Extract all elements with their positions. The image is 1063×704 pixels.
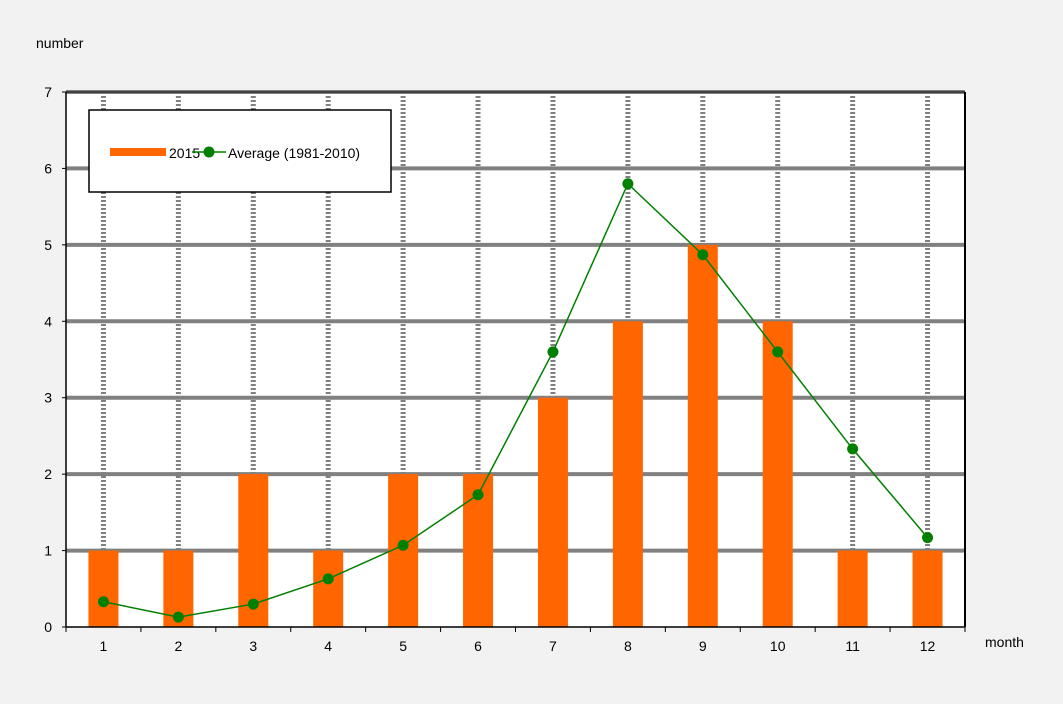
y-tick-label: 4 [44,313,52,329]
x-tick-label: 6 [474,638,482,654]
average-point [697,249,709,261]
bar-2015 [912,550,943,627]
bar-2015 [687,244,718,627]
average-point [922,532,934,544]
legend-line-marker [203,146,215,158]
average-point [772,346,784,358]
x-tick-label: 7 [549,638,557,654]
average-point [397,539,409,551]
y-tick-label: 6 [44,160,52,176]
x-tick-label: 3 [249,638,257,654]
legend-label-average: Average (1981-2010) [228,145,360,161]
x-tick-label: 12 [920,638,936,654]
bar-2015 [313,550,344,627]
average-point [97,596,109,608]
average-point [847,443,859,455]
legend-bar-swatch [110,148,166,156]
average-point [247,598,259,610]
bar-2015 [612,321,643,627]
legend-label-2015: 2015 [169,145,200,161]
bar-2015 [837,550,868,627]
x-tick-label: 8 [624,638,632,654]
y-tick-label: 7 [44,84,52,100]
average-line [103,182,929,618]
average-point [472,489,484,501]
x-tick-label: 4 [324,638,332,654]
x-tick-label: 9 [699,638,707,654]
x-tick-label: 10 [770,638,786,654]
average-point [622,178,634,190]
axes-layer [62,91,966,632]
line-layer [97,178,934,623]
x-tick-label: 11 [845,638,860,654]
average-point [547,346,559,358]
y-tick-label: 0 [44,619,52,635]
average-point [322,573,334,585]
bar-2015 [537,397,568,627]
bar-2015 [88,550,119,627]
y-tick-label: 1 [44,543,52,559]
x-axis-label: month [985,634,1024,650]
y-axis-label: number [36,35,84,51]
y-tick-label: 5 [44,237,52,253]
x-tick-label: 1 [100,638,108,654]
y-tick-label: 2 [44,466,52,482]
x-tick-label: 2 [174,638,182,654]
x-tick-label: 5 [399,638,407,654]
y-tick-label: 3 [44,390,52,406]
average-point [172,611,184,623]
bar-2015 [762,321,793,627]
legend: 2015 Average (1981-2010) [88,109,392,193]
